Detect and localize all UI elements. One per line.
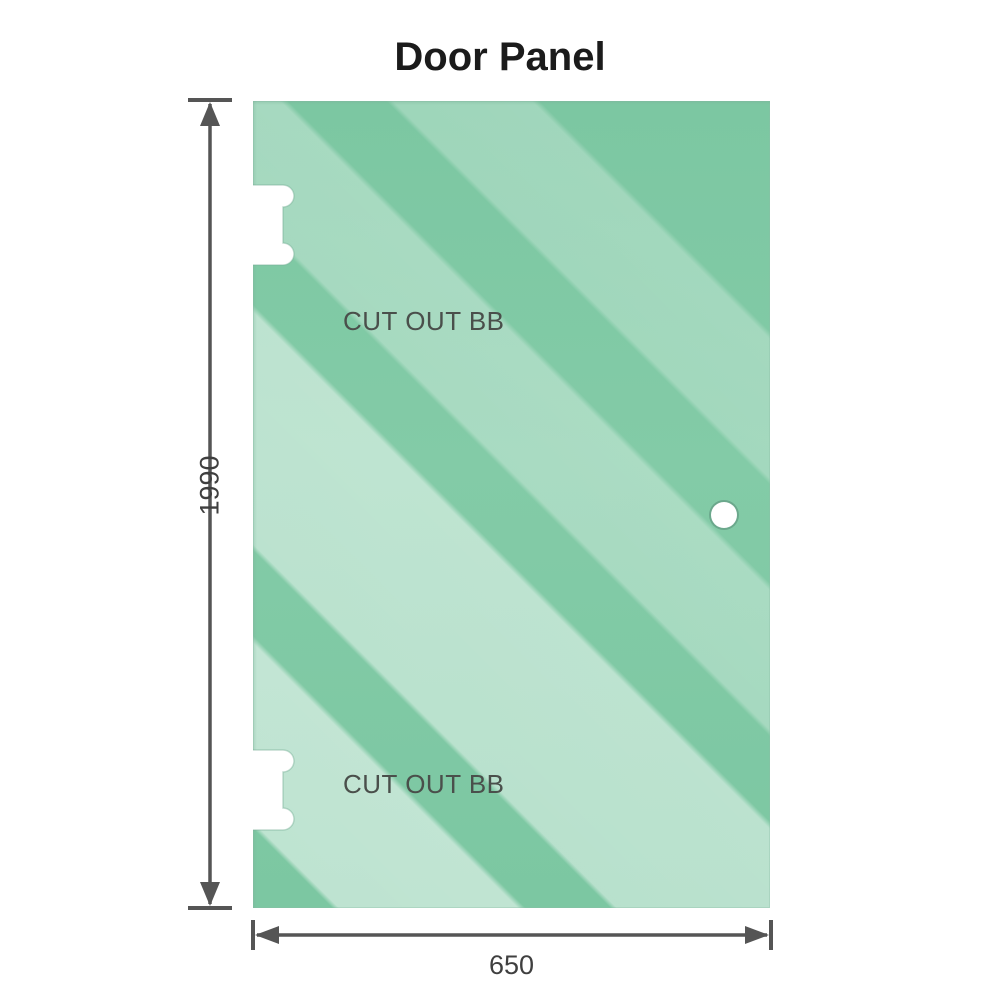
height-dimension bbox=[180, 90, 240, 920]
handle-hole bbox=[711, 502, 737, 528]
hinge-cutout-bottom bbox=[253, 748, 301, 832]
panel-glass-surface bbox=[253, 101, 770, 908]
hinge-cutout-top bbox=[253, 183, 301, 267]
width-dimension bbox=[240, 918, 785, 958]
cutout-top-label: CUT OUT BB bbox=[343, 306, 505, 336]
glass-door-panel: CUT OUT BB CUT OUT BB bbox=[253, 101, 770, 908]
cutout-bottom-label: CUT OUT BB bbox=[343, 769, 505, 799]
width-dimension-label: 650 bbox=[488, 950, 535, 980]
height-dimension-label: 1990 bbox=[194, 455, 225, 516]
panel-left-edge-shading bbox=[253, 101, 257, 908]
page-title: Door Panel bbox=[394, 35, 606, 79]
panel-top-edge-shading bbox=[253, 101, 770, 105]
